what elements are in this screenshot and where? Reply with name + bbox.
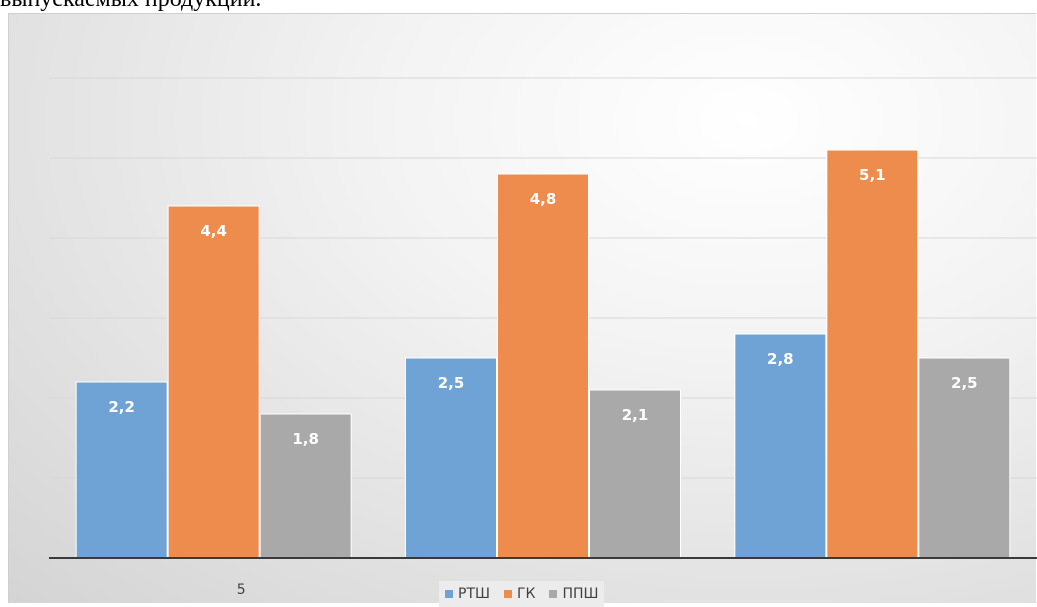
legend-swatch — [503, 590, 512, 598]
data-label: 4,4 — [200, 222, 227, 240]
legend-label: ППШ — [562, 586, 599, 602]
legend-label: РТШ — [458, 586, 490, 602]
data-label: 2,8 — [767, 350, 794, 368]
legend-item: ППШ — [549, 586, 598, 602]
x-tick-label: 5 — [237, 582, 246, 598]
bar — [497, 173, 589, 559]
bar — [405, 357, 497, 559]
data-label: 5,1 — [859, 166, 886, 184]
data-label: 2,1 — [622, 406, 649, 424]
data-labels: 2,2 4,4 1,8 2,5 4,8 2,1 2,8 5,1 2,5 — [108, 166, 977, 448]
bar — [826, 149, 919, 559]
legend-item: ГК — [503, 586, 536, 602]
data-label: 2,2 — [108, 398, 135, 416]
legend-swatch — [445, 590, 453, 598]
bars — [75, 149, 1011, 559]
legend-swatch — [549, 590, 558, 598]
legend-item: РТШ — [445, 586, 490, 602]
legend: РТШ ГК ППШ — [439, 581, 605, 607]
x-tick-labels: 5 — [237, 582, 246, 598]
data-label: 2,5 — [438, 374, 465, 392]
bar — [167, 205, 260, 559]
bar-chart: 2,2 4,4 1,8 2,5 4,8 2,1 2,8 5,1 2,5 5 — [49, 77, 1037, 598]
bar — [259, 413, 352, 559]
document-text: выпускаемых продукций. — [0, 0, 261, 13]
data-label: 1,8 — [292, 430, 319, 448]
chart-area: 2,2 4,4 1,8 2,5 4,8 2,1 2,8 5,1 2,5 5 РТШ ГК ППШ — [8, 13, 1037, 607]
data-label: 4,8 — [530, 190, 557, 208]
data-label: 2,5 — [951, 374, 978, 392]
bar — [918, 357, 1011, 559]
bar — [589, 389, 681, 559]
bar — [734, 333, 827, 559]
legend-label: ГК — [516, 586, 536, 602]
